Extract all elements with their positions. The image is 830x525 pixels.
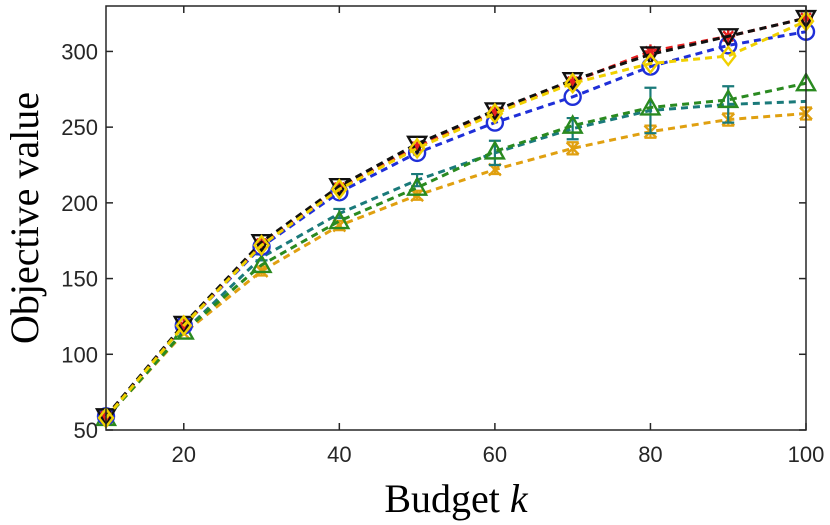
y-tick-label: 250 — [61, 115, 98, 140]
triangle-marker — [250, 253, 273, 274]
triangle-marker — [561, 114, 584, 134]
series-line — [104, 112, 807, 419]
series-6 — [97, 10, 815, 429]
star-marker — [643, 44, 658, 59]
tick-layer: 20 40 60 80 100 50 100 150 200 250 300 — [61, 6, 824, 467]
x-tick-label: 80 — [638, 442, 662, 467]
y-tick-label: 100 — [61, 342, 98, 367]
triangle-marker — [328, 209, 351, 230]
diamond-marker — [175, 314, 193, 337]
x-tick-label: 100 — [788, 442, 825, 467]
plot-frame — [105, 5, 807, 431]
x-axis-title: Budget k — [384, 476, 529, 521]
series-line — [104, 19, 807, 419]
error-bar — [644, 86, 657, 135]
triangle-down-marker — [717, 28, 740, 48]
x-tick-label: 40 — [327, 442, 351, 467]
y-tick-label: 50 — [74, 418, 98, 443]
x-axis-title-text: Budget — [384, 476, 500, 521]
series-line — [104, 16, 807, 418]
series-line — [104, 99, 807, 419]
circle-marker — [641, 57, 660, 76]
triangle-down-marker — [639, 46, 662, 66]
series-line — [104, 30, 807, 418]
x-marker — [565, 141, 580, 156]
x-tick-label: 20 — [172, 442, 196, 467]
star-marker — [565, 74, 580, 89]
series-line — [104, 16, 807, 418]
series-5 — [94, 9, 818, 428]
series-1 — [104, 85, 807, 419]
diamond-marker — [408, 137, 426, 160]
x-axis-title-variable: k — [510, 476, 529, 521]
diamond-marker — [641, 52, 659, 75]
y-axis-title: Objective value — [2, 92, 47, 344]
y-tick-label: 150 — [61, 267, 98, 292]
series-0 — [99, 106, 813, 425]
triangle-marker — [717, 88, 740, 109]
y-tick-label: 200 — [61, 191, 98, 216]
y-tick-label: 300 — [61, 39, 98, 64]
series-layer — [94, 9, 818, 429]
diamond-marker — [719, 45, 737, 67]
diamond-marker — [253, 234, 271, 257]
diamond-marker — [330, 178, 348, 201]
triangle-marker — [483, 139, 506, 160]
series-line — [104, 81, 807, 419]
diamond-marker — [486, 102, 504, 125]
diamond-marker — [564, 72, 582, 95]
x-tick-label: 60 — [483, 442, 507, 467]
series-4 — [99, 11, 813, 424]
triangle-marker — [639, 96, 662, 116]
series-3 — [96, 22, 816, 426]
star-marker — [410, 139, 425, 154]
triangle-marker — [406, 176, 429, 196]
star-marker — [487, 105, 502, 119]
